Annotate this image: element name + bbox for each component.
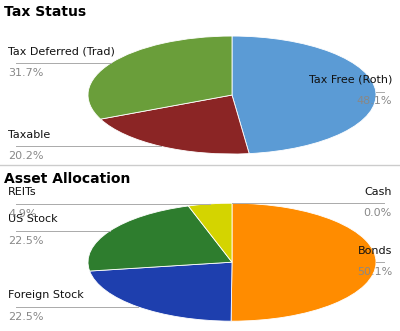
- Text: 22.5%: 22.5%: [8, 312, 44, 322]
- Text: Tax Status: Tax Status: [4, 5, 86, 19]
- Text: 48.1%: 48.1%: [356, 96, 392, 107]
- Text: Cash: Cash: [364, 187, 392, 197]
- Wedge shape: [90, 262, 232, 321]
- Text: Asset Allocation: Asset Allocation: [4, 172, 130, 186]
- Text: 20.2%: 20.2%: [8, 151, 44, 161]
- Text: Tax Deferred (Trad): Tax Deferred (Trad): [8, 46, 115, 56]
- Text: 22.5%: 22.5%: [8, 236, 44, 246]
- Wedge shape: [88, 36, 232, 119]
- Text: Foreign Stock: Foreign Stock: [8, 290, 84, 300]
- Text: REITs: REITs: [8, 187, 37, 197]
- Wedge shape: [232, 36, 376, 154]
- Text: Taxable: Taxable: [8, 130, 50, 140]
- Wedge shape: [231, 203, 376, 321]
- Text: 4.9%: 4.9%: [8, 209, 36, 219]
- Text: US Stock: US Stock: [8, 214, 58, 224]
- Text: Tax Free (Roth): Tax Free (Roth): [309, 75, 392, 85]
- Wedge shape: [188, 203, 232, 262]
- Text: Bonds: Bonds: [358, 246, 392, 256]
- Wedge shape: [100, 95, 249, 154]
- Text: 0.0%: 0.0%: [364, 208, 392, 218]
- Wedge shape: [88, 206, 232, 271]
- Text: 50.1%: 50.1%: [357, 267, 392, 277]
- Text: 31.7%: 31.7%: [8, 68, 43, 78]
